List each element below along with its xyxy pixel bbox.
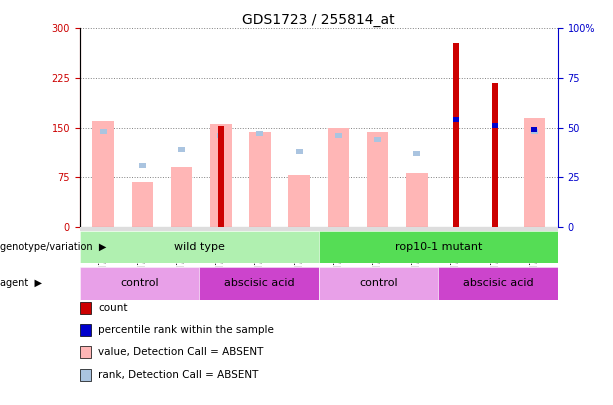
Bar <box>93 121 114 227</box>
Bar <box>367 132 388 227</box>
Bar <box>374 137 381 142</box>
Bar <box>453 43 459 227</box>
Bar <box>453 117 459 122</box>
Bar <box>217 133 224 138</box>
Text: abscisic acid: abscisic acid <box>224 279 294 288</box>
Text: agent  ▶: agent ▶ <box>0 279 42 288</box>
Bar <box>178 147 185 152</box>
Text: control: control <box>359 279 398 288</box>
Text: percentile rank within the sample: percentile rank within the sample <box>98 325 274 335</box>
Text: genotype/variation  ▶: genotype/variation ▶ <box>0 242 107 252</box>
Bar <box>492 83 498 227</box>
Text: wild type: wild type <box>174 242 224 252</box>
Text: value, Detection Call = ABSENT: value, Detection Call = ABSENT <box>98 347 264 357</box>
Bar <box>295 149 303 154</box>
Text: rank, Detection Call = ABSENT: rank, Detection Call = ABSENT <box>98 370 259 379</box>
Bar <box>171 167 192 227</box>
Bar <box>256 131 264 136</box>
Bar <box>210 124 232 227</box>
Bar <box>406 173 427 227</box>
Bar <box>327 128 349 227</box>
Text: abscisic acid: abscisic acid <box>463 279 533 288</box>
Text: rop10-1 mutant: rop10-1 mutant <box>395 242 482 252</box>
Bar <box>531 129 538 134</box>
Text: count: count <box>98 303 128 313</box>
Bar <box>132 182 153 227</box>
Bar <box>524 118 545 227</box>
Bar <box>413 151 421 156</box>
Bar <box>218 126 224 227</box>
Text: control: control <box>120 279 159 288</box>
Bar <box>249 132 271 227</box>
Title: GDS1723 / 255814_at: GDS1723 / 255814_at <box>243 13 395 27</box>
Bar <box>139 163 146 168</box>
Bar <box>100 129 107 134</box>
Bar <box>335 133 342 138</box>
Bar <box>492 123 498 128</box>
Bar <box>288 175 310 227</box>
Bar <box>531 127 537 132</box>
